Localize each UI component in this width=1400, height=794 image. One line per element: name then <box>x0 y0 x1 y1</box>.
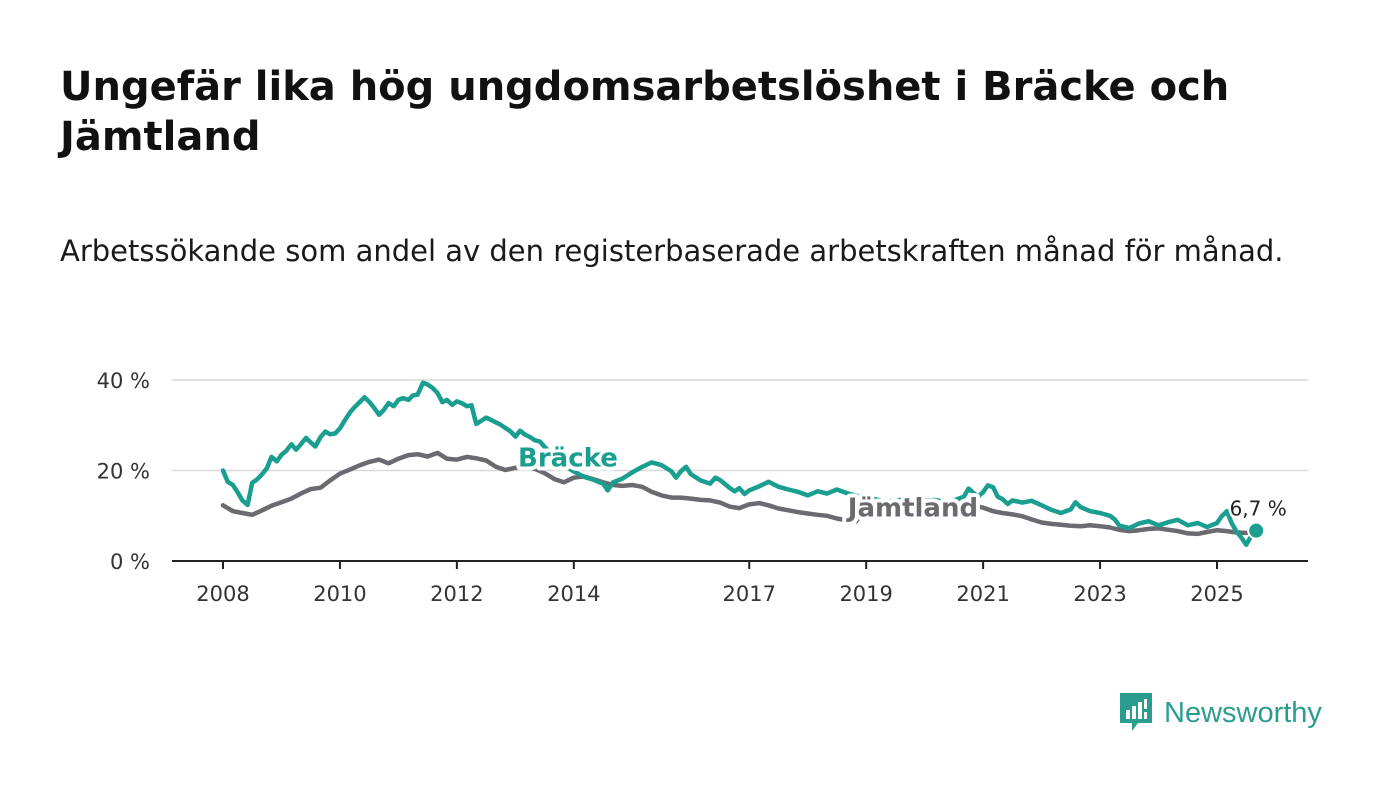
series-label-1: Jämtland <box>846 494 978 524</box>
x-tick-label-1: 2010 <box>313 582 366 606</box>
series-label-0: Bräcke <box>518 443 618 473</box>
x-tick-label-5: 2019 <box>839 582 892 606</box>
x-tick-label-7: 2023 <box>1073 582 1126 606</box>
chart-subtitle: Arbetssökande som andel av den registerb… <box>60 234 1284 268</box>
newsworthy-logo-icon <box>1120 693 1152 731</box>
end-point-marker <box>1247 521 1266 540</box>
x-tick-label-8: 2025 <box>1190 582 1243 606</box>
chart-title: Ungefär lika hög ungdomsarbetslöshet i B… <box>60 64 1230 160</box>
x-tick-label-2: 2012 <box>430 582 483 606</box>
gridlines <box>172 379 1308 562</box>
series-line-j-mtland <box>220 450 1259 537</box>
y-tick-label-1: 20 % <box>97 460 150 484</box>
annotations: 6,7 % <box>1227 494 1289 540</box>
series-labels: Bräcke Jämtland <box>514 439 982 527</box>
x-tick-label-6: 2021 <box>956 582 1009 606</box>
x-tick-label-0: 2008 <box>196 582 249 606</box>
x-tick-label-3: 2014 <box>547 582 600 606</box>
newsworthy-brand[interactable]: Newsworthy <box>1118 690 1322 736</box>
series-lines <box>220 380 1259 547</box>
series-line-br-cke <box>220 380 1259 547</box>
x-tick-label-4: 2017 <box>723 582 776 606</box>
y-tick-label-0: 0 % <box>110 550 150 574</box>
y-tick-label-2: 40 % <box>97 369 150 393</box>
brand-name: Newsworthy <box>1164 696 1322 729</box>
x-axis-ticks: 2008 2010 2012 2014 2017 2019 2021 2023 2025 <box>196 561 1244 606</box>
y-axis-ticks: 0 % 20 % 40 % <box>97 369 150 574</box>
end-value-label: 6,7 % <box>1230 497 1287 521</box>
